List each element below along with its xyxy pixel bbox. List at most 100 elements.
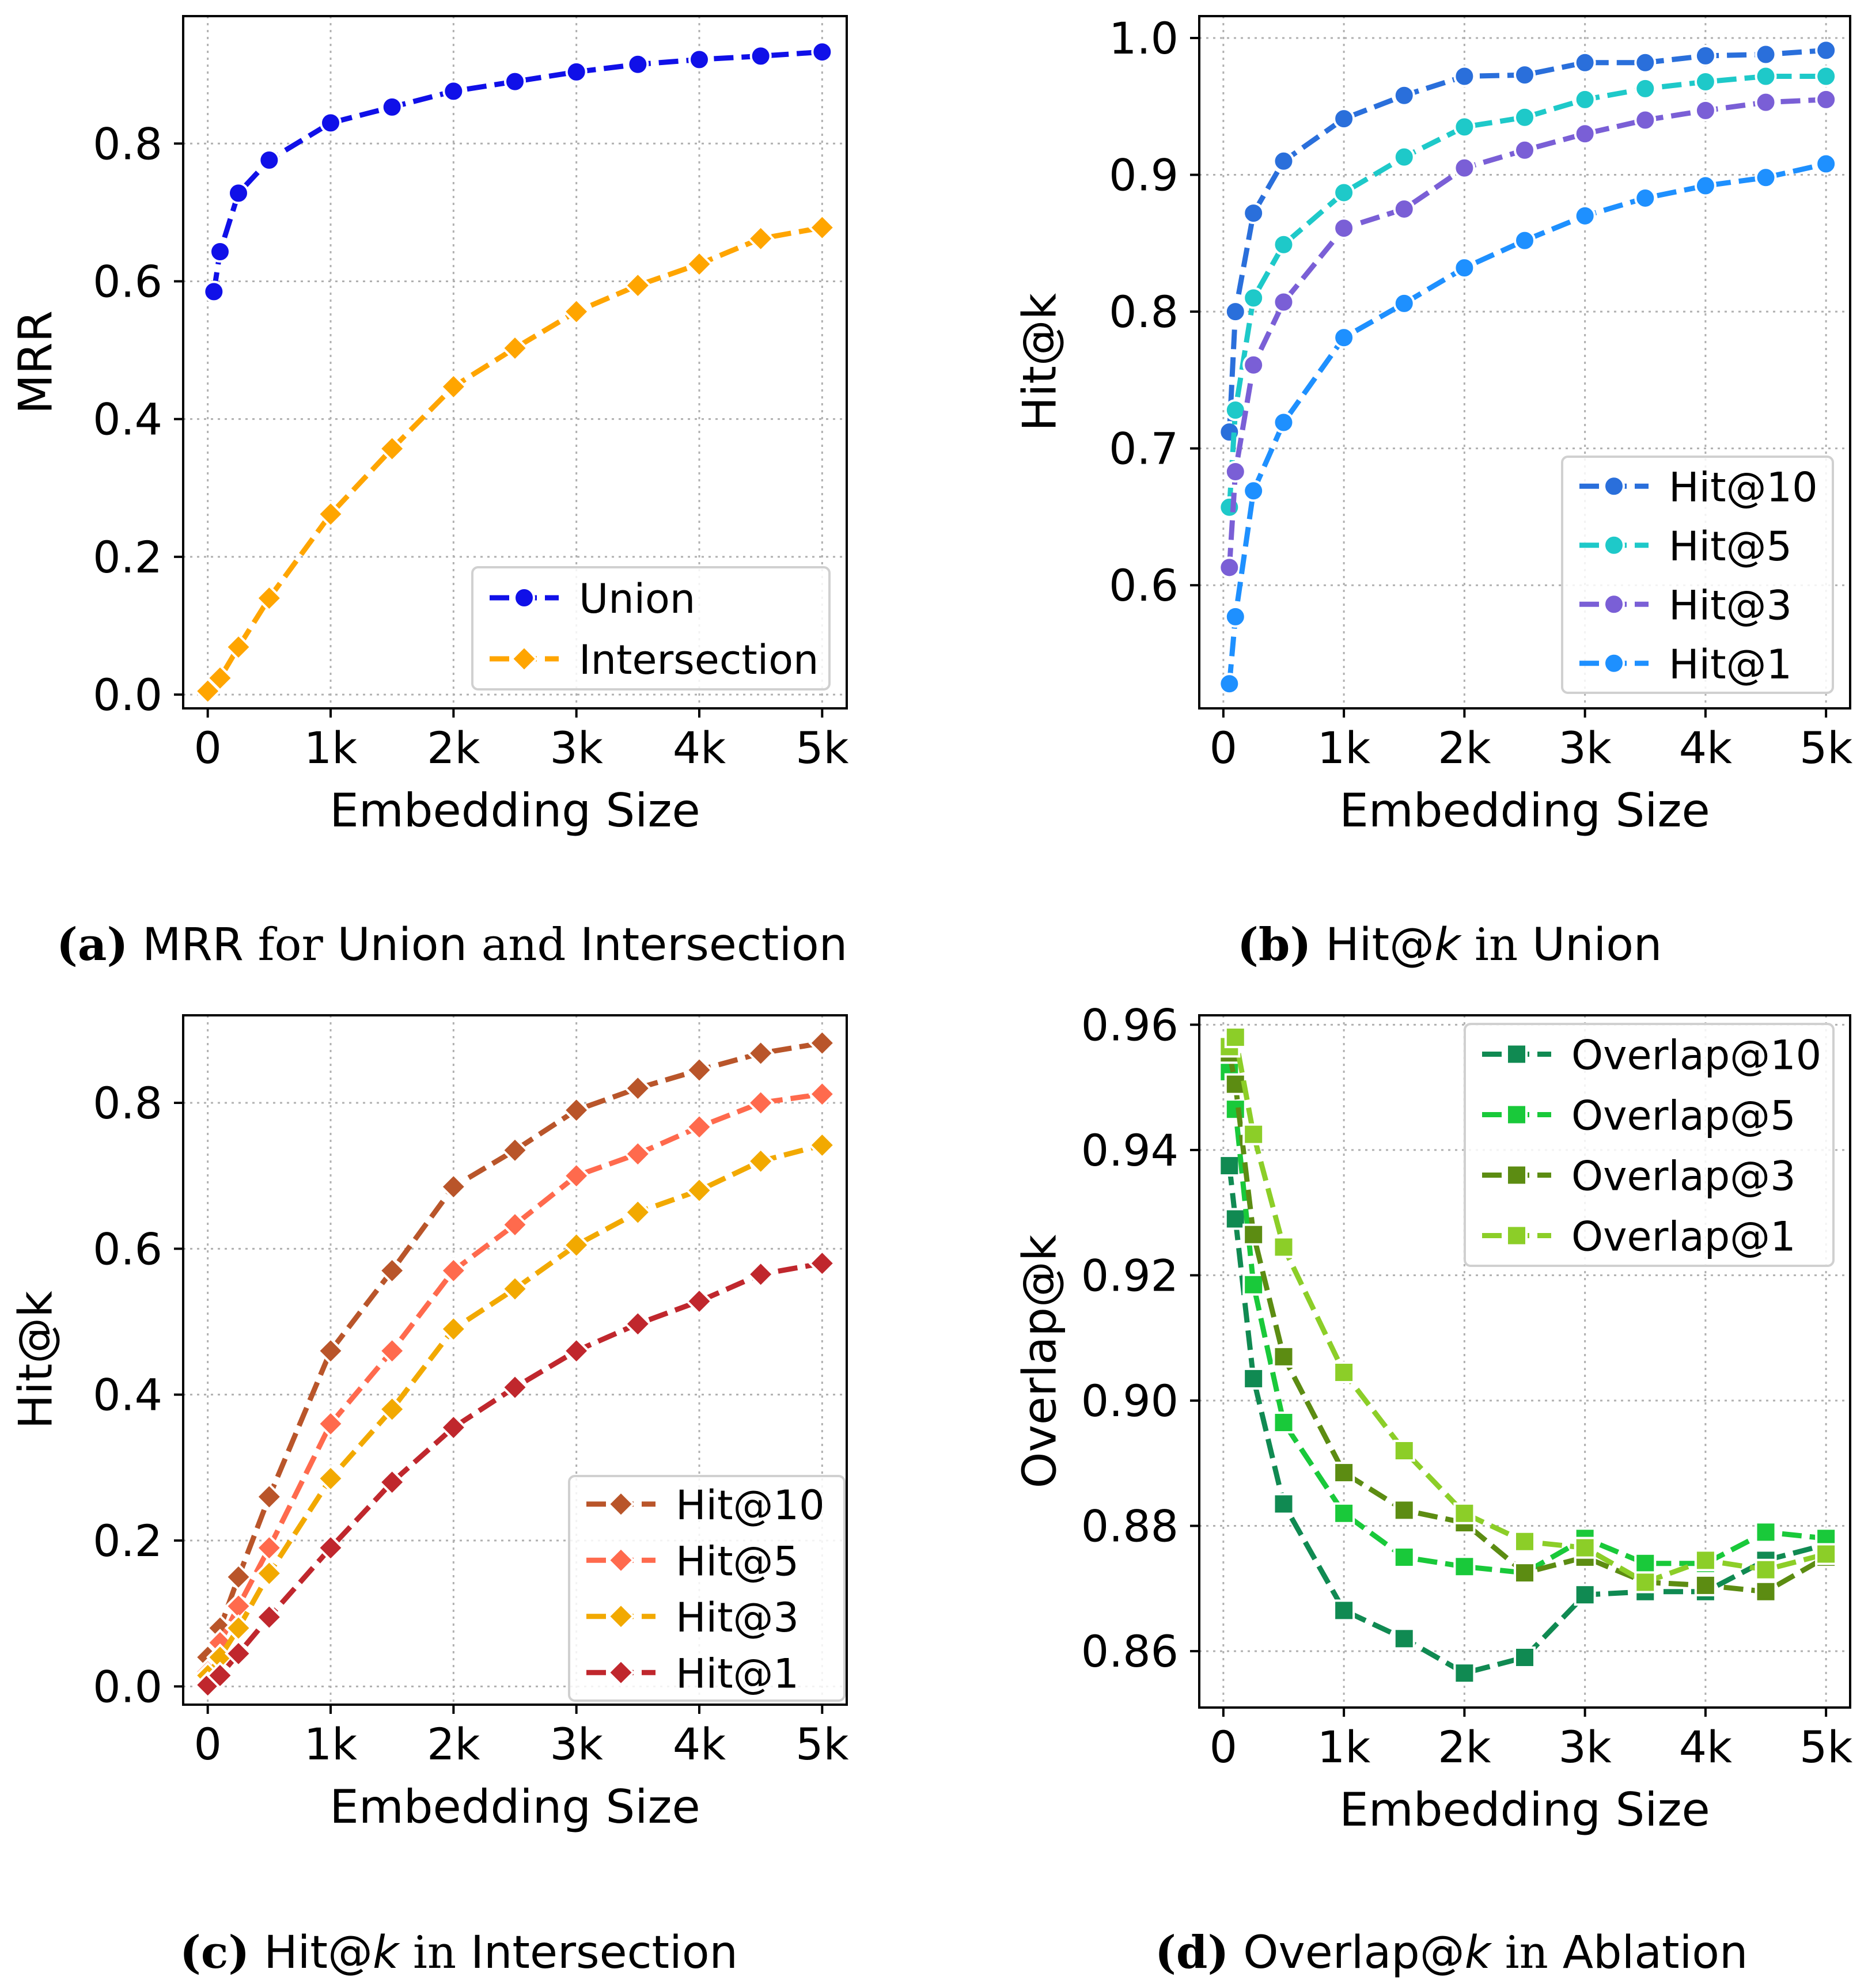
data-point bbox=[439, 1315, 468, 1343]
data-point bbox=[1393, 292, 1415, 314]
data-point bbox=[1333, 217, 1355, 240]
data-point bbox=[1242, 1123, 1265, 1145]
data-point bbox=[624, 1140, 652, 1168]
legend-item: Hit@3 bbox=[1579, 582, 1792, 629]
data-point bbox=[811, 41, 833, 63]
data-point bbox=[378, 1257, 406, 1285]
data-point bbox=[1393, 198, 1415, 220]
data-point bbox=[439, 1413, 468, 1441]
x-tick-label: 2k bbox=[427, 1718, 480, 1770]
legend-item: Hit@1 bbox=[1579, 641, 1792, 688]
legend-label: Overlap@10 bbox=[1571, 1032, 1821, 1079]
data-point bbox=[1694, 1574, 1717, 1596]
x-tick-label: 1k bbox=[304, 1718, 357, 1770]
legend-label: Overlap@1 bbox=[1571, 1213, 1796, 1261]
legend-marker bbox=[607, 1602, 635, 1630]
data-point bbox=[1453, 1662, 1476, 1685]
data-point bbox=[1514, 229, 1536, 252]
data-point bbox=[316, 1410, 345, 1438]
y-tick-label: 0.6 bbox=[1109, 560, 1179, 611]
data-point bbox=[1242, 354, 1265, 376]
data-point bbox=[378, 435, 406, 463]
x-tick-label: 0 bbox=[194, 722, 221, 773]
data-point bbox=[1453, 1502, 1476, 1524]
data-point bbox=[255, 1559, 283, 1588]
y-tick-label: 0.4 bbox=[93, 1369, 162, 1421]
series-overlap-at-1 bbox=[1218, 1026, 1837, 1594]
data-point bbox=[1755, 91, 1777, 113]
y-tick-label: 0.9 bbox=[1109, 150, 1179, 201]
legend-frame bbox=[1561, 456, 1834, 694]
data-point bbox=[1453, 1556, 1476, 1578]
data-point bbox=[1574, 51, 1596, 74]
y-tick-label: 0.4 bbox=[93, 394, 162, 445]
data-point bbox=[504, 70, 526, 93]
data-point bbox=[316, 500, 345, 528]
data-point bbox=[316, 1465, 345, 1493]
data-point bbox=[501, 1274, 529, 1303]
data-point bbox=[501, 334, 529, 362]
x-tick-label: 3k bbox=[1558, 722, 1611, 773]
y-tick-label: 0.0 bbox=[93, 669, 162, 720]
x-axis-label: Embedding Size bbox=[1339, 1783, 1710, 1837]
legend-frame bbox=[568, 1475, 846, 1702]
data-point bbox=[562, 298, 590, 326]
x-axis-label: Embedding Size bbox=[329, 784, 700, 837]
data-point bbox=[624, 1074, 652, 1102]
data-point bbox=[1272, 150, 1295, 172]
data-point bbox=[685, 1056, 714, 1084]
data-point bbox=[1218, 1155, 1241, 1177]
legend-frame bbox=[471, 566, 831, 691]
y-tick-label: 0.90 bbox=[1081, 1375, 1179, 1426]
data-point bbox=[258, 149, 281, 171]
x-tick-label: 4k bbox=[1679, 722, 1732, 773]
y-tick-label: 0.88 bbox=[1081, 1501, 1179, 1552]
series-hit-at-10 bbox=[194, 1029, 836, 1671]
data-point bbox=[747, 1088, 775, 1117]
legend-marker bbox=[1603, 475, 1625, 498]
data-point bbox=[320, 112, 342, 134]
data-point bbox=[1272, 233, 1295, 256]
data-point bbox=[749, 45, 772, 67]
data-point bbox=[1453, 257, 1476, 279]
legend-label: Overlap@5 bbox=[1571, 1092, 1796, 1140]
data-point bbox=[1393, 1440, 1415, 1462]
data-point bbox=[209, 241, 231, 263]
chart-c: 0 1k 2k 3k 4k 5k 0.0 0.2 0.4 0.6 0.8 Embedding Size… bbox=[9, 1014, 849, 1834]
data-point bbox=[1218, 556, 1241, 579]
y-tick-label: 0.8 bbox=[1109, 286, 1179, 337]
legend-marker bbox=[510, 644, 539, 673]
y-tick-label: 0.6 bbox=[93, 1223, 162, 1274]
legend: Overlap@10 Overlap@5 Overlap@3 Overlap@1 bbox=[1464, 1023, 1835, 1267]
data-point bbox=[381, 96, 403, 118]
data-point bbox=[1224, 605, 1246, 628]
data-point bbox=[1574, 123, 1596, 145]
data-point bbox=[206, 1661, 234, 1690]
data-point bbox=[1514, 106, 1536, 128]
data-point bbox=[1634, 51, 1657, 74]
data-point bbox=[1453, 157, 1476, 179]
legend-marker bbox=[607, 1659, 635, 1687]
legend-item: Union bbox=[490, 575, 695, 623]
x-tick-label: 2k bbox=[1438, 1721, 1491, 1773]
legend-item: Overlap@1 bbox=[1482, 1213, 1796, 1261]
legend-item: Hit@5 bbox=[1579, 523, 1792, 570]
x-tick-label: 3k bbox=[550, 1718, 603, 1770]
data-point bbox=[562, 1162, 590, 1190]
series-union bbox=[203, 41, 833, 303]
x-tick-label: 5k bbox=[795, 722, 848, 773]
data-point bbox=[1755, 166, 1777, 189]
y-axis-label: Overlap@k bbox=[1013, 1234, 1067, 1488]
legend-label: Overlap@3 bbox=[1571, 1153, 1796, 1200]
data-point bbox=[1333, 1502, 1355, 1524]
data-point bbox=[1218, 673, 1241, 695]
y-tick-label: 1.0 bbox=[1109, 13, 1179, 64]
data-point bbox=[808, 1029, 836, 1057]
data-point bbox=[1224, 1208, 1246, 1230]
y-tick-label: 0.92 bbox=[1081, 1250, 1179, 1301]
x-tick-label: 2k bbox=[1438, 722, 1491, 773]
data-point bbox=[1242, 480, 1265, 502]
y-tick-label: 0.8 bbox=[93, 118, 162, 169]
legend: Hit@10 Hit@5 Hit@3 Hit@1 bbox=[568, 1475, 846, 1702]
